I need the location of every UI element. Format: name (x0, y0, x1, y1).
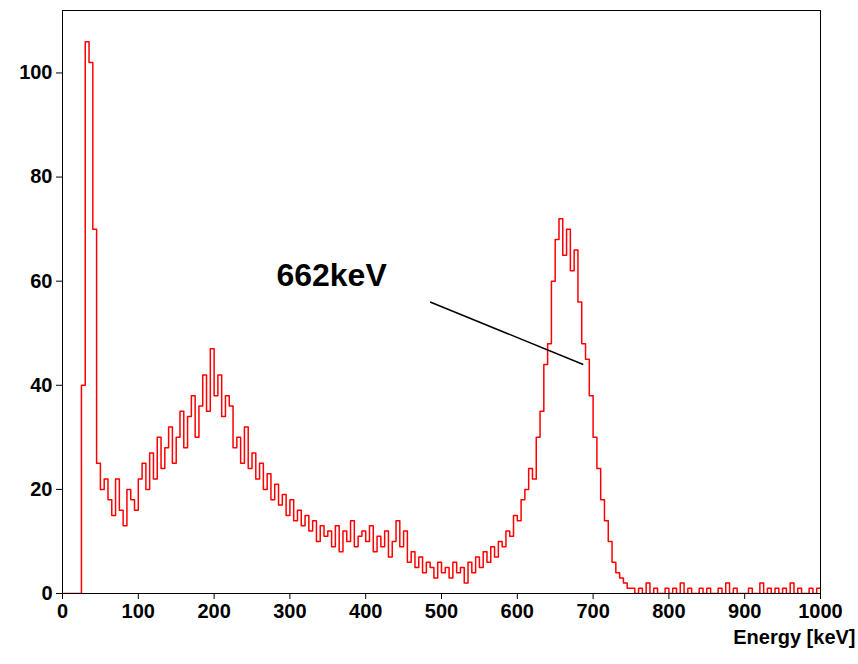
svg-text:662keV: 662keV (276, 257, 387, 293)
svg-text:80: 80 (30, 165, 52, 187)
svg-text:60: 60 (30, 270, 52, 292)
svg-text:900: 900 (728, 600, 761, 622)
svg-text:100: 100 (19, 61, 52, 83)
svg-text:400: 400 (349, 600, 382, 622)
svg-text:40: 40 (30, 374, 52, 396)
svg-text:500: 500 (425, 600, 458, 622)
svg-text:0: 0 (41, 582, 52, 604)
svg-text:600: 600 (501, 600, 534, 622)
svg-text:800: 800 (652, 600, 685, 622)
svg-text:200: 200 (197, 600, 230, 622)
svg-text:Energy [keV]: Energy [keV] (733, 626, 855, 648)
svg-text:700: 700 (576, 600, 609, 622)
svg-text:1000: 1000 (798, 600, 843, 622)
svg-text:300: 300 (273, 600, 306, 622)
svg-text:100: 100 (122, 600, 155, 622)
svg-text:20: 20 (30, 478, 52, 500)
svg-text:0: 0 (57, 600, 68, 622)
